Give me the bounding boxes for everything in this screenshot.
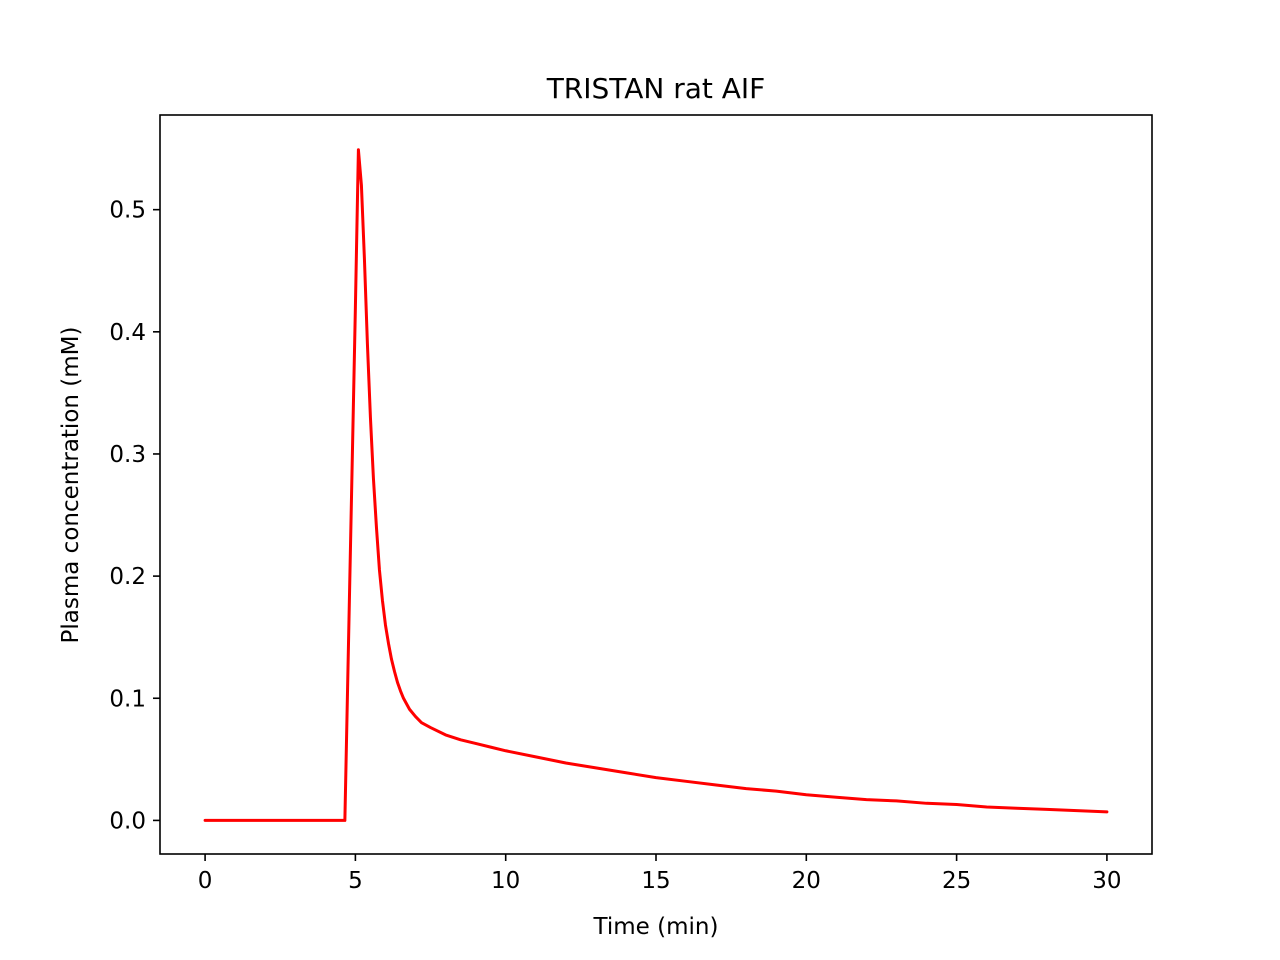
y-tick-label: 0.0 <box>109 808 146 834</box>
chart-title: TRISTAN rat AIF <box>546 72 766 105</box>
x-tick-label: 30 <box>1092 868 1121 894</box>
x-axis-label: Time (min) <box>593 914 719 940</box>
axes-frame <box>159 114 1153 855</box>
series-line-0 <box>203 148 1109 822</box>
x-tick-label: 25 <box>942 868 971 894</box>
x-tick-label: 0 <box>198 868 213 894</box>
y-tick-label: 0.3 <box>109 442 146 468</box>
y-axis: 0.0 0.1 0.2 0.3 0.4 0.5 <box>109 198 160 834</box>
x-tick-label: 5 <box>348 868 363 894</box>
y-tick-label: 0.1 <box>109 686 146 712</box>
y-axis-label: Plasma concentration (mM) <box>58 327 84 644</box>
y-tick-label: 0.5 <box>109 198 146 224</box>
y-tick-label: 0.2 <box>109 564 146 590</box>
plot-area <box>203 148 1109 822</box>
x-tick-label: 10 <box>491 868 520 894</box>
x-tick-label: 20 <box>792 868 821 894</box>
x-tick-label: 15 <box>641 868 670 894</box>
y-tick-label: 0.4 <box>109 320 146 346</box>
x-axis: 0 5 10 15 20 25 30 <box>198 854 1122 894</box>
